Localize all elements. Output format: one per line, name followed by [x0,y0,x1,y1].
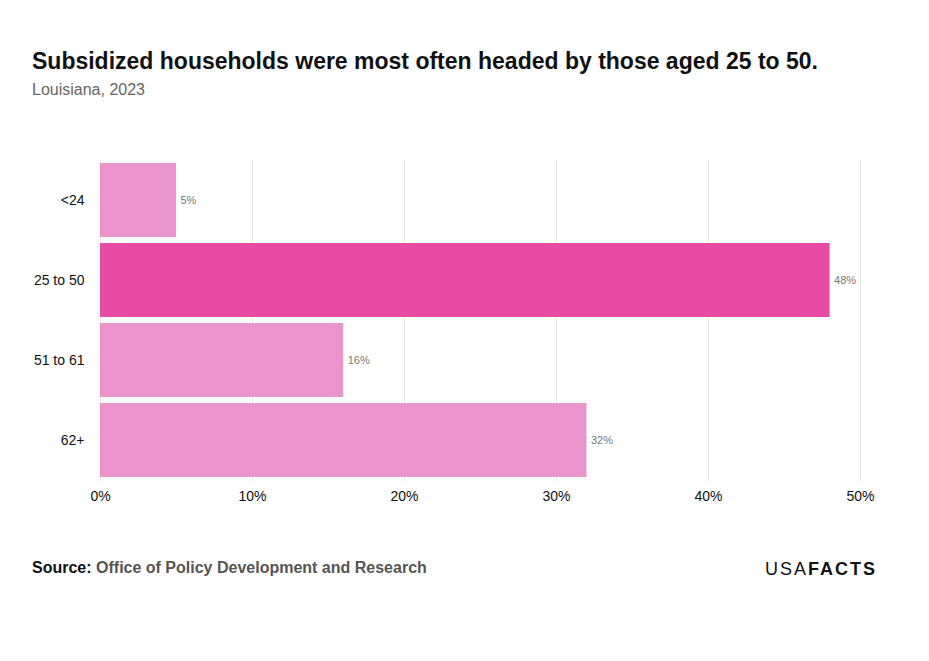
svg-text:5%: 5% [181,194,197,206]
svg-text:30%: 30% [542,488,570,504]
svg-text:25 to 50: 25 to 50 [34,272,85,288]
html-text:Subsidized households were mos: Subsidized households were most often he… [32,48,818,74]
svg-text:32%: 32% [591,434,613,446]
html-text:USA FACTS: USA FACTS [765,559,877,579]
svg-text:16%: 16% [348,354,370,366]
svg-text:50%: 50% [846,488,874,504]
svg-text:40%: 40% [694,488,722,504]
svg-text:0%: 0% [90,488,110,504]
svg-text:<24: <24 [61,192,85,208]
svg-text:62+: 62+ [61,432,85,448]
svg-text:51 to 61: 51 to 61 [34,352,85,368]
svg-text:48%: 48% [834,274,856,286]
html-text:Source: Office of Policy Devel: Source: Office of Policy Development and… [32,559,427,576]
html-text:Louisiana, 2023: Louisiana, 2023 [32,81,145,98]
svg-text:20%: 20% [390,488,418,504]
svg-text:10%: 10% [238,488,266,504]
